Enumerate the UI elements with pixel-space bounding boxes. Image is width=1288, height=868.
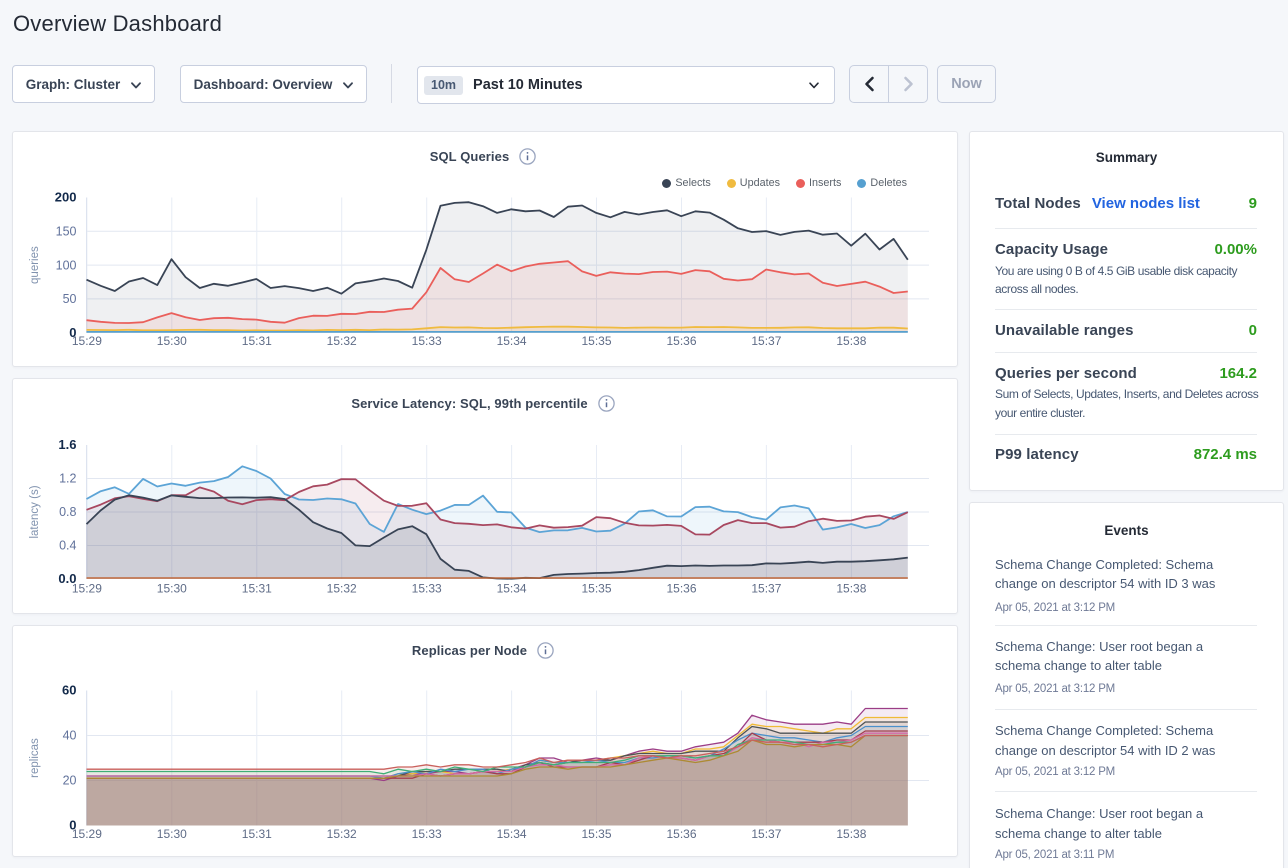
svg-text:15:30: 15:30 [157,334,187,348]
svg-text:queries: queries [29,246,41,284]
svg-text:15:38: 15:38 [836,582,866,596]
svg-text:50: 50 [63,292,77,306]
svg-text:0.0: 0.0 [58,571,76,586]
svg-text:200: 200 [55,190,77,205]
svg-text:latency (s): latency (s) [29,485,41,538]
svg-text:15:33: 15:33 [412,334,442,348]
svg-text:15:34: 15:34 [497,827,527,841]
svg-text:15:34: 15:34 [497,334,527,348]
svg-text:15:35: 15:35 [581,334,611,348]
svg-text:15:38: 15:38 [836,334,866,348]
svg-text:100: 100 [56,258,77,272]
svg-text:15:29: 15:29 [72,582,102,596]
svg-text:15:37: 15:37 [751,334,781,348]
svg-text:replicas: replicas [29,738,41,778]
svg-text:15:30: 15:30 [157,827,187,841]
svg-text:15:36: 15:36 [666,582,696,596]
svg-text:15:38: 15:38 [836,827,866,841]
svg-text:15:32: 15:32 [327,582,357,596]
svg-text:15:33: 15:33 [412,827,442,841]
svg-text:15:29: 15:29 [72,827,102,841]
svg-text:15:37: 15:37 [751,827,781,841]
svg-text:40: 40 [63,729,77,743]
svg-text:15:31: 15:31 [242,582,272,596]
svg-text:15:35: 15:35 [581,827,611,841]
svg-text:15:31: 15:31 [242,827,272,841]
svg-text:0.8: 0.8 [59,505,76,519]
svg-text:15:29: 15:29 [72,334,102,348]
svg-text:15:32: 15:32 [327,827,357,841]
svg-text:15:32: 15:32 [327,334,357,348]
svg-text:0: 0 [69,325,76,340]
svg-text:15:36: 15:36 [666,827,696,841]
svg-text:15:37: 15:37 [751,582,781,596]
svg-text:60: 60 [62,683,76,698]
svg-text:1.2: 1.2 [59,472,76,486]
svg-text:0: 0 [69,818,76,833]
svg-text:1.6: 1.6 [58,437,76,452]
svg-text:15:36: 15:36 [666,334,696,348]
svg-text:15:30: 15:30 [157,582,187,596]
svg-text:15:33: 15:33 [412,582,442,596]
svg-text:20: 20 [63,774,77,788]
svg-text:15:34: 15:34 [497,582,527,596]
svg-text:15:35: 15:35 [581,582,611,596]
svg-text:15:31: 15:31 [242,334,272,348]
svg-text:150: 150 [56,225,77,239]
svg-text:0.4: 0.4 [59,539,76,553]
